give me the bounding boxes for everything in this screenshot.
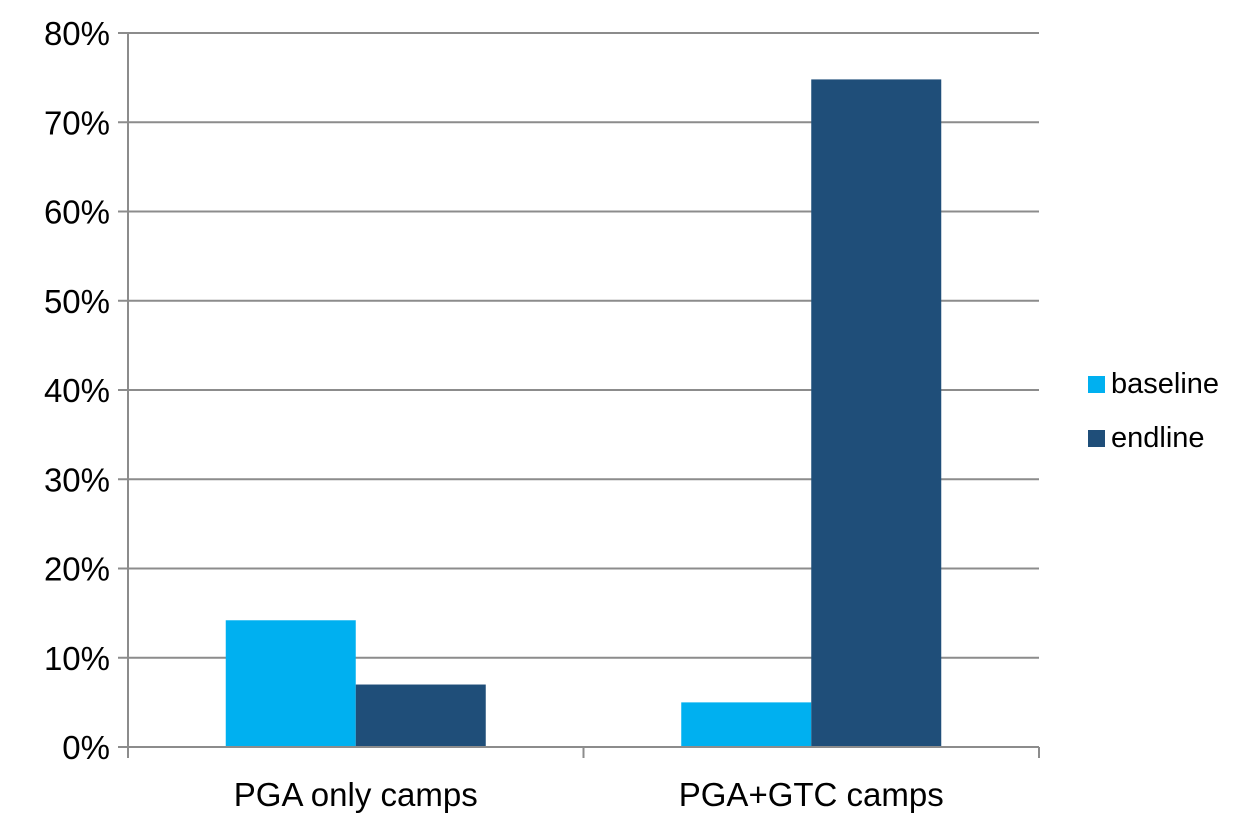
x-category-label: PGA+GTC camps xyxy=(679,776,944,813)
legend-swatch-baseline xyxy=(1088,376,1105,393)
bar-baseline xyxy=(681,702,812,747)
gridlines xyxy=(128,32,1039,659)
y-tick-label: 50% xyxy=(44,283,110,320)
y-tick-label: 80% xyxy=(44,15,110,52)
legend-label-endline: endline xyxy=(1111,422,1205,454)
y-tick-label: 40% xyxy=(44,372,110,409)
x-category-label: PGA only camps xyxy=(234,776,478,813)
y-tick-label: 60% xyxy=(44,194,110,231)
x-axis-labels: PGA only camps PGA+GTC camps xyxy=(234,776,944,813)
y-tick-label: 0% xyxy=(62,729,110,766)
y-tick-label: 30% xyxy=(44,461,110,498)
legend-swatch-endline xyxy=(1088,430,1105,447)
y-tick-label: 70% xyxy=(44,104,110,141)
bars xyxy=(225,79,942,747)
bar-endline xyxy=(355,684,486,747)
y-tick-label: 10% xyxy=(44,640,110,677)
y-tick-label: 20% xyxy=(44,551,110,588)
legend-label-baseline: baseline xyxy=(1111,368,1219,400)
axes xyxy=(127,33,1040,758)
legend: baseline endline xyxy=(1088,368,1219,454)
y-axis-ticks: 0% 10% 20% 30% 40% 50% 60% 70% 80% xyxy=(44,15,128,766)
bar-baseline xyxy=(225,620,356,747)
bar-endline xyxy=(811,79,942,747)
